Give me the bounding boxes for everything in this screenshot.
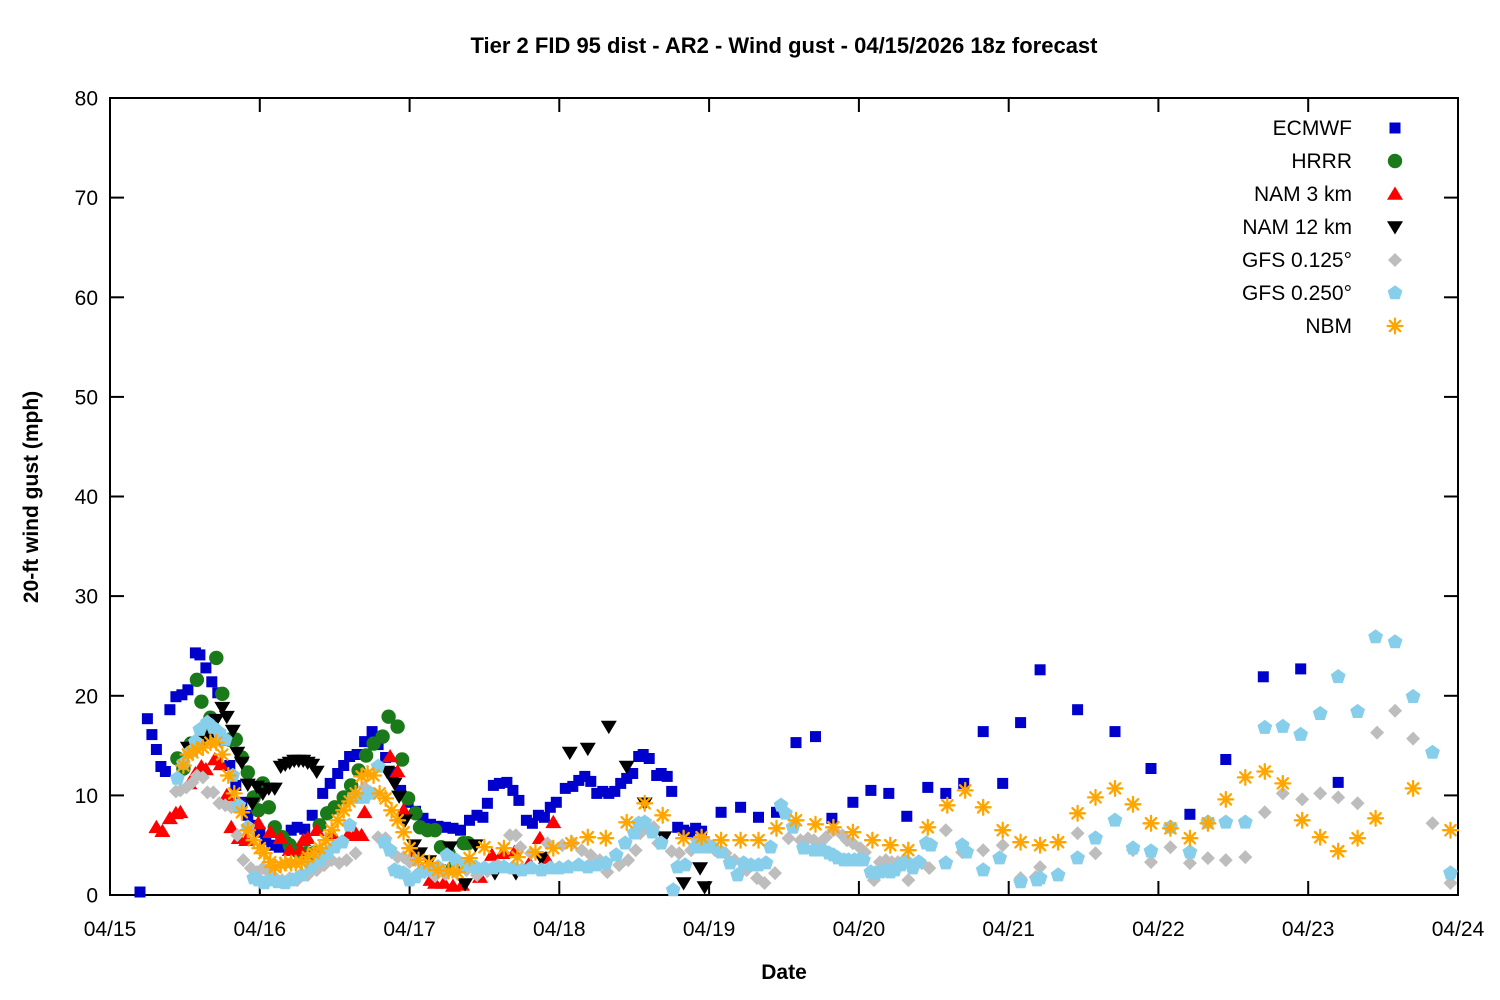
legend-marker-icon: [1387, 285, 1403, 300]
x-tick-label: 04/16: [234, 918, 287, 941]
legend-item: GFS 0.125°: [1242, 249, 1402, 272]
y-axis: 0 10 20 30 40 50 60 70 80: [75, 88, 1458, 908]
legend: ECMWF HRRR NAM 3 km NAM 12 km GFS 0.125° GFS …: [1242, 117, 1404, 338]
legend-item: HRRR: [1291, 150, 1403, 173]
x-tick-label: 04/23: [1282, 918, 1335, 941]
legend-label: HRRR: [1291, 150, 1352, 173]
y-tick-label: 80: [75, 88, 98, 111]
y-tick-label: 50: [75, 386, 98, 409]
legend-item: NAM 12 km: [1242, 216, 1403, 239]
x-tick-label: 04/24: [1432, 918, 1485, 941]
y-tick-label: 10: [75, 785, 98, 808]
legend-label: NBM: [1305, 315, 1352, 338]
x-tick-label: 04/20: [833, 918, 886, 941]
x-tick-label: 04/19: [683, 918, 736, 941]
x-tick-label: 04/22: [1132, 918, 1185, 941]
legend-label: NAM 3 km: [1254, 183, 1352, 206]
legend-marker-icon: [1388, 253, 1402, 267]
series-gfs-0-250-: [170, 629, 1458, 897]
legend-marker-icon: [1387, 221, 1403, 235]
legend-item: NAM 3 km: [1254, 183, 1403, 206]
legend-label: GFS 0.125°: [1242, 249, 1352, 272]
chart-title: Tier 2 FID 95 dist - AR2 - Wind gust - 0…: [470, 33, 1098, 58]
legend-item: GFS 0.250°: [1242, 282, 1403, 305]
x-tick-label: 04/15: [84, 918, 137, 941]
x-axis: 04/15 04/16 04/17 04/18 04/19 04/20 04/21 04/22…: [84, 98, 1485, 941]
x-axis-label: Date: [761, 961, 807, 984]
y-tick-label: 60: [75, 287, 98, 310]
legend-marker-icon: [1386, 317, 1404, 335]
x-tick-label: 04/17: [383, 918, 436, 941]
legend-marker-icon: [1387, 153, 1403, 169]
y-tick-label: 40: [75, 486, 98, 509]
y-tick-label: 0: [86, 885, 98, 908]
y-tick-label: 70: [75, 187, 98, 210]
legend-marker-icon: [1387, 186, 1403, 200]
legend-label: GFS 0.250°: [1242, 282, 1352, 305]
legend-label: ECMWF: [1273, 117, 1352, 140]
x-tick-label: 04/18: [533, 918, 586, 941]
series-nbm: [174, 734, 1460, 881]
x-tick-label: 04/21: [982, 918, 1035, 941]
legend-item: ECMWF: [1273, 117, 1401, 140]
legend-marker-icon: [1389, 122, 1401, 134]
y-tick-label: 30: [75, 586, 98, 609]
legend-item: NBM: [1305, 315, 1404, 338]
y-tick-label: 20: [75, 685, 98, 708]
series-ecmwf: [134, 647, 1344, 898]
legend-label: NAM 12 km: [1242, 216, 1352, 239]
